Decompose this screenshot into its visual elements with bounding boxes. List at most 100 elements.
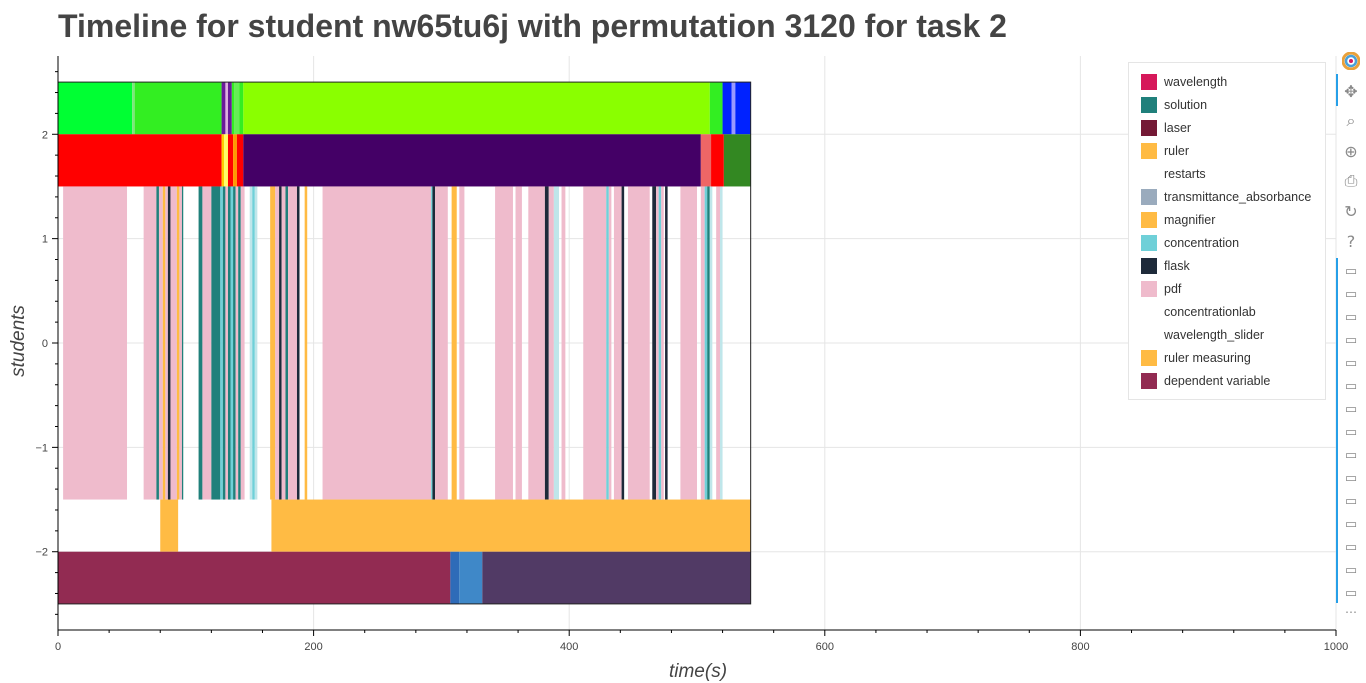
- more-tools-icon[interactable]: ⋯: [1345, 605, 1357, 619]
- hover-tool-icon[interactable]: ▭: [1344, 355, 1358, 371]
- timeline-bar: [720, 186, 723, 500]
- hover-tool-icon[interactable]: ▭: [1344, 516, 1358, 532]
- legend-label: laser: [1164, 120, 1192, 135]
- timeline-bar: [608, 186, 612, 500]
- timeline-bar: [723, 134, 751, 187]
- legend-label: wavelength_slider: [1164, 327, 1265, 342]
- timeline-bar: [288, 186, 297, 500]
- x-tick-label: 800: [1071, 641, 1089, 653]
- hover-tool-icon[interactable]: ▭: [1344, 286, 1358, 302]
- legend-swatch: [1141, 73, 1157, 90]
- chart-title: Timeline for student nw65tu6j with permu…: [58, 8, 1007, 44]
- hover-tool-icon[interactable]: ▭: [1344, 562, 1358, 578]
- legend-label: transmittance_absorbance: [1164, 189, 1312, 204]
- help-icon[interactable]: ?: [1346, 231, 1356, 251]
- timeline-bar: [285, 186, 289, 500]
- timeline-bar: [707, 186, 710, 500]
- timeline-bar: [450, 551, 460, 604]
- pan-icon[interactable]: ✥: [1344, 81, 1358, 101]
- hover-tool-icon[interactable]: ▭: [1344, 539, 1358, 555]
- timeline-bar: [234, 82, 240, 135]
- timeline-bar: [231, 82, 235, 135]
- legend-swatch: [1141, 234, 1157, 251]
- timeline-bar: [722, 82, 732, 135]
- timeline-bar: [243, 134, 701, 187]
- timeline-bar: [279, 186, 282, 500]
- axes: 0 200 400 600 800 1000 −2 −1 0 1 2: [35, 56, 1348, 653]
- legend-swatch: [1141, 142, 1157, 159]
- timeline-bar: [561, 186, 566, 500]
- hover-tool-icon[interactable]: ▭: [1344, 401, 1358, 417]
- x-axis-label: time(s): [669, 661, 727, 682]
- timeline-bar: [132, 82, 135, 135]
- timeline-bar: [700, 134, 712, 187]
- legend-swatch: [1141, 326, 1157, 343]
- timeline-bar: [704, 186, 708, 500]
- timeline-bar: [227, 134, 234, 187]
- timeline-bar: [227, 186, 231, 500]
- legend-swatch: [1141, 303, 1157, 320]
- timeline-bar: [225, 186, 228, 500]
- hover-tool-icon[interactable]: ▭: [1344, 585, 1358, 601]
- timeline-bar: [652, 186, 657, 500]
- x-tick-label: 200: [304, 641, 322, 653]
- save-icon[interactable]: ⎙: [1344, 171, 1358, 190]
- timeline-bar: [230, 186, 234, 500]
- hover-tool-icon[interactable]: ▭: [1344, 309, 1358, 325]
- timeline-bar: [176, 186, 180, 500]
- timeline-bar: [181, 186, 184, 500]
- timeline-bar: [459, 186, 465, 500]
- timeline-bar: [451, 186, 457, 500]
- x-tick-label: 1000: [1324, 641, 1348, 653]
- y-tick-label: −1: [35, 442, 48, 454]
- legend-label: flask: [1164, 258, 1190, 273]
- timeline-bar: [225, 82, 228, 135]
- hover-tool-icon[interactable]: ▭: [1344, 493, 1358, 509]
- legend-label: wavelength: [1164, 74, 1228, 89]
- hover-tool-icon[interactable]: ▭: [1344, 447, 1358, 463]
- timeline-bar: [665, 186, 668, 500]
- timeline-bar: [711, 134, 724, 187]
- timeline-bar: [544, 186, 549, 500]
- timeline-bar: [162, 186, 166, 500]
- timeline-bar: [239, 82, 244, 135]
- legend-label: magnifier: [1164, 212, 1216, 227]
- hover-tool-icon[interactable]: ▭: [1344, 424, 1358, 440]
- timeline-bar: [275, 186, 280, 500]
- timeline-bar: [299, 186, 305, 500]
- legend-label: concentration: [1164, 235, 1240, 250]
- timeline-bar: [63, 186, 128, 500]
- timeline-bar: [459, 551, 483, 604]
- wheel-zoom-icon[interactable]: ⊕: [1344, 141, 1358, 161]
- legend-swatch: [1141, 372, 1157, 389]
- legend-item: magnifier: [1129, 208, 1325, 231]
- x-tick-label: 400: [560, 641, 578, 653]
- timeline-bar: [165, 186, 168, 500]
- timeline-bar: [548, 186, 554, 500]
- hover-tool-icon[interactable]: ▭: [1344, 332, 1358, 348]
- hover-tool-icon[interactable]: ▭: [1344, 263, 1358, 279]
- x-tick-label: 0: [55, 641, 61, 653]
- x-tick-label: 600: [816, 641, 834, 653]
- timeline-bar: [254, 186, 258, 500]
- hover-tool-icon[interactable]: ▭: [1344, 378, 1358, 394]
- timeline-bar: [658, 186, 662, 500]
- legend-item: solution: [1129, 93, 1325, 116]
- reset-icon[interactable]: ↻: [1344, 201, 1358, 221]
- bokeh-logo-icon[interactable]: [1340, 50, 1362, 72]
- y-tick-label: 2: [42, 129, 48, 141]
- timeline-bar: [143, 186, 157, 500]
- legend: wavelength solution laser ruler restarts tran…: [1128, 62, 1326, 400]
- box-zoom-icon[interactable]: ⌕: [1346, 111, 1356, 130]
- timeline-bar: [613, 186, 622, 500]
- timeline-bar: [621, 186, 625, 500]
- timeline-bar: [220, 186, 223, 500]
- timeline-bar: [58, 551, 451, 604]
- timeline-bar: [322, 186, 432, 500]
- timeline-bar: [482, 551, 751, 604]
- hover-tool-icon[interactable]: ▭: [1344, 470, 1358, 486]
- timeline-bar: [167, 186, 171, 500]
- timeline-bar: [304, 186, 308, 500]
- timeline-bar: [435, 186, 448, 500]
